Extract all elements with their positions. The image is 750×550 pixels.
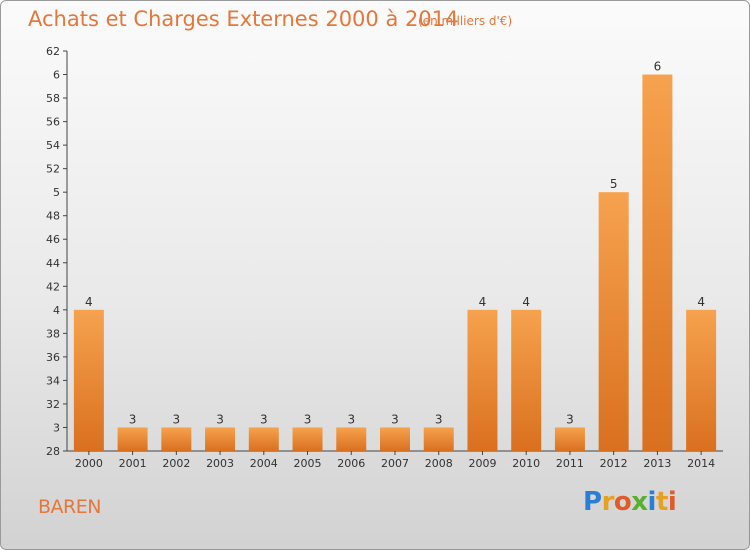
x-tick-label: 2009 <box>468 457 496 470</box>
y-tick-label: 6 <box>53 69 60 82</box>
bar-value-label: 4 <box>697 295 705 309</box>
bar <box>73 309 104 451</box>
bar <box>554 427 585 451</box>
logo-letter: x <box>631 487 648 517</box>
bar-value-label: 3 <box>566 412 574 426</box>
bar-value-label: 3 <box>129 412 137 426</box>
x-tick-label: 2010 <box>512 457 540 470</box>
bar-value-label: 3 <box>347 412 355 426</box>
logo-letter: o <box>613 487 632 517</box>
bar-value-label: 3 <box>391 412 399 426</box>
logo-letter: i <box>647 487 657 517</box>
bar-value-label: 3 <box>304 412 312 426</box>
bar-value-label: 5 <box>610 177 618 191</box>
x-tick-label: 2008 <box>425 457 453 470</box>
y-tick-label: 38 <box>46 327 60 340</box>
logo-letter: t <box>655 487 668 517</box>
bar-value-label: 3 <box>260 412 268 426</box>
logo-letter: i <box>667 487 677 517</box>
bar-value-label: 3 <box>216 412 224 426</box>
logo-letter: r <box>601 487 615 517</box>
bar-value-label: 3 <box>173 412 181 426</box>
x-tick-label: 2007 <box>381 457 409 470</box>
chart-subtitle: (en milliers d'€) <box>418 14 513 28</box>
bar <box>380 427 410 451</box>
y-tick-label: 52 <box>46 163 60 176</box>
y-tick-label: 32 <box>46 398 60 411</box>
x-tick-label: 2014 <box>687 457 715 470</box>
y-tick-label: 28 <box>46 445 60 458</box>
bar <box>205 427 236 451</box>
bar-value-label: 4 <box>479 295 487 309</box>
y-tick-label: 62 <box>46 45 60 58</box>
bar <box>686 309 717 451</box>
bar <box>161 427 192 451</box>
y-tick-label: 48 <box>46 210 60 223</box>
y-tick-label: 46 <box>46 233 60 246</box>
bar-value-label: 3 <box>435 412 443 426</box>
x-tick-label: 2003 <box>206 457 234 470</box>
y-tick-label: 36 <box>46 351 60 364</box>
y-tick-label: 58 <box>46 92 60 105</box>
x-tick-label: 2011 <box>556 457 584 470</box>
x-tick-label: 2002 <box>162 457 190 470</box>
bar <box>336 427 367 451</box>
bar <box>248 427 279 451</box>
y-tick-label: 3 <box>53 421 60 434</box>
commune-name: BAREN <box>38 496 101 518</box>
bar-value-label: 4 <box>85 295 93 309</box>
x-tick-label: 2006 <box>337 457 365 470</box>
bar <box>598 192 629 452</box>
bar <box>423 427 454 451</box>
y-tick-label: 42 <box>46 280 60 293</box>
x-tick-label: 2000 <box>75 457 103 470</box>
bar <box>511 309 542 451</box>
y-tick-label: 56 <box>46 116 60 129</box>
bar <box>642 74 673 451</box>
logo-letter: P <box>583 487 602 517</box>
proxiti-logo[interactable]: Proxiti <box>583 487 677 517</box>
bar-value-label: 6 <box>654 60 662 74</box>
x-tick-label: 2012 <box>600 457 628 470</box>
bar <box>467 309 498 451</box>
bar-value-label: 4 <box>522 295 530 309</box>
y-tick-label: 34 <box>46 374 60 387</box>
y-tick-label: 5 <box>53 186 60 199</box>
bar <box>292 427 323 451</box>
chart-title: Achats et Charges Externes 2000 à 2014 <box>28 7 459 31</box>
x-tick-label: 2004 <box>250 457 278 470</box>
y-tick-label: 54 <box>46 139 60 152</box>
bar <box>117 427 148 451</box>
x-tick-label: 2001 <box>119 457 147 470</box>
y-tick-label: 44 <box>46 257 60 270</box>
y-tick-label: 4 <box>53 304 60 317</box>
x-tick-label: 2005 <box>294 457 322 470</box>
x-tick-label: 2013 <box>643 457 671 470</box>
